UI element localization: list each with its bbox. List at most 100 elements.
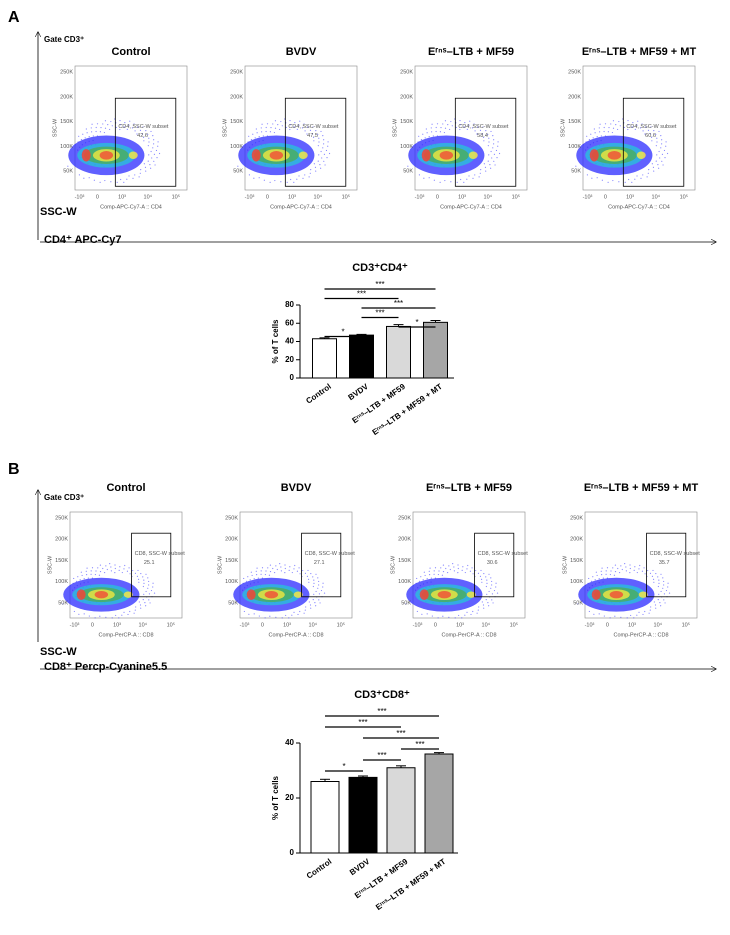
flow-event [129, 120, 131, 122]
flow-event [315, 590, 317, 593]
flow-xtick: 10³ [113, 622, 121, 628]
flow-event [315, 605, 317, 607]
flow-event [269, 131, 272, 133]
flow-event [139, 604, 142, 606]
flow-event [588, 139, 591, 141]
significance-label: * [342, 762, 345, 771]
flow-event [312, 585, 314, 588]
flow-event [596, 574, 598, 577]
flow-event [482, 604, 485, 606]
flow-ytick: 250K [225, 515, 238, 521]
gate-percent: 58.4 [477, 133, 488, 139]
flow-event [491, 580, 493, 583]
flow-event [458, 614, 460, 617]
flow-event [459, 128, 461, 131]
flow-event [611, 131, 614, 134]
flow-event [471, 127, 474, 129]
flow-event [78, 174, 80, 176]
flow-event [306, 575, 309, 577]
flow-event [450, 120, 452, 123]
flow-event [250, 139, 253, 141]
flow-event [497, 141, 499, 143]
flow-event [313, 163, 315, 165]
flow-event [267, 567, 269, 569]
flow-event [457, 572, 459, 574]
flow-event [108, 128, 111, 131]
flow-event [477, 609, 479, 611]
flow-event [638, 568, 640, 570]
gate-percent: 27.1 [314, 560, 325, 566]
flow-ytick: 200K [400, 94, 413, 100]
axis-label-y: SSC-W [40, 646, 77, 658]
flow-event [305, 606, 307, 608]
flow-event [633, 569, 635, 572]
flow-event [653, 601, 655, 603]
flow-event [274, 179, 276, 182]
flow-event [659, 602, 661, 604]
flow-xtick: -10³ [413, 622, 423, 628]
flow-event [471, 567, 473, 569]
flow-event [577, 603, 579, 605]
flow-event [142, 599, 144, 601]
flow-event [90, 573, 92, 575]
flow-event [631, 126, 633, 128]
flow-ytick: 100K [400, 144, 413, 150]
flow-xtick: 10⁵ [167, 621, 175, 628]
flow-ytick: 50K [228, 600, 238, 606]
flow-event [92, 135, 94, 137]
flow-event [80, 139, 83, 141]
flow-event [650, 606, 652, 608]
flow-event [107, 124, 109, 126]
flow-event [147, 577, 149, 579]
flow-event [309, 172, 311, 174]
flow-event [603, 615, 605, 617]
flow-event [269, 570, 272, 573]
flow-event [309, 129, 312, 131]
flow-event [495, 149, 498, 152]
flow-event [62, 603, 64, 605]
flow-event [111, 617, 113, 619]
flow-event [586, 174, 588, 176]
flow-event [103, 571, 106, 574]
flow-event [660, 135, 662, 137]
flow-ytick: 250K [570, 515, 583, 521]
flow-event [588, 610, 590, 613]
flow-event [265, 126, 267, 129]
flow-event [488, 573, 490, 575]
flow-event [467, 564, 469, 567]
flow-event [119, 119, 121, 122]
flow-event [291, 571, 293, 574]
flow-event [661, 143, 663, 145]
flow-x-title: Comp-PerCP-A :: CD8 [441, 632, 496, 638]
flow-event [312, 599, 314, 601]
flow-plot: Eʳⁿˢ–LTB + MF59 + MT CD4, SSC-W subset 60.… [560, 46, 696, 211]
flow-event [77, 576, 79, 578]
flow-y-title: SSC-W [52, 118, 58, 137]
flow-event [153, 143, 155, 145]
flow-event [320, 130, 322, 133]
flow-x-title: Comp-APC-Cy7-A :: CD4 [100, 204, 162, 210]
flow-event [652, 578, 655, 580]
flow-event [152, 586, 154, 588]
flow-event [279, 563, 281, 565]
flow-event [648, 612, 650, 614]
flow-event [323, 139, 325, 141]
flow-event [634, 178, 636, 180]
flow-event [423, 571, 425, 573]
flow-event [442, 564, 445, 566]
flow-xtick: 0 [266, 194, 269, 200]
flow-event [652, 166, 655, 168]
flow-event [140, 572, 142, 575]
significance-label: *** [375, 280, 384, 289]
flow-ytick: 200K [55, 537, 68, 543]
flow-density [609, 590, 624, 599]
flow-event [592, 137, 594, 139]
flow-event [642, 174, 644, 176]
flow-event [260, 127, 262, 129]
flow-event [88, 177, 90, 179]
flow-event [88, 615, 90, 617]
flow-event [575, 165, 577, 167]
flow-event [618, 120, 620, 123]
flow-event [481, 133, 484, 135]
